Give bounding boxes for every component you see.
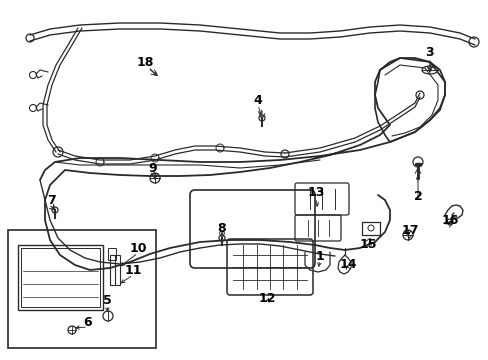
Text: 4: 4	[253, 94, 262, 107]
Bar	[21, 248, 100, 307]
Text: 12: 12	[258, 292, 275, 305]
Text: 18: 18	[136, 55, 153, 68]
Text: 7: 7	[47, 194, 56, 207]
Text: 5: 5	[102, 293, 111, 306]
Bar	[108, 248, 116, 260]
Text: 2: 2	[413, 190, 422, 203]
Text: 9: 9	[148, 162, 157, 175]
Text: 6: 6	[83, 315, 92, 328]
Text: 14: 14	[339, 257, 356, 270]
Bar	[8, 230, 156, 348]
Text: 13: 13	[306, 186, 324, 199]
Text: 17: 17	[401, 224, 418, 237]
Bar	[18, 245, 103, 310]
Text: 1: 1	[315, 251, 324, 264]
Text: 10: 10	[129, 242, 146, 255]
Text: 8: 8	[217, 221, 226, 234]
Text: 16: 16	[440, 213, 458, 226]
Text: 11: 11	[124, 264, 142, 276]
Text: 3: 3	[425, 46, 433, 59]
Text: 15: 15	[359, 238, 376, 251]
Bar	[110, 255, 120, 285]
